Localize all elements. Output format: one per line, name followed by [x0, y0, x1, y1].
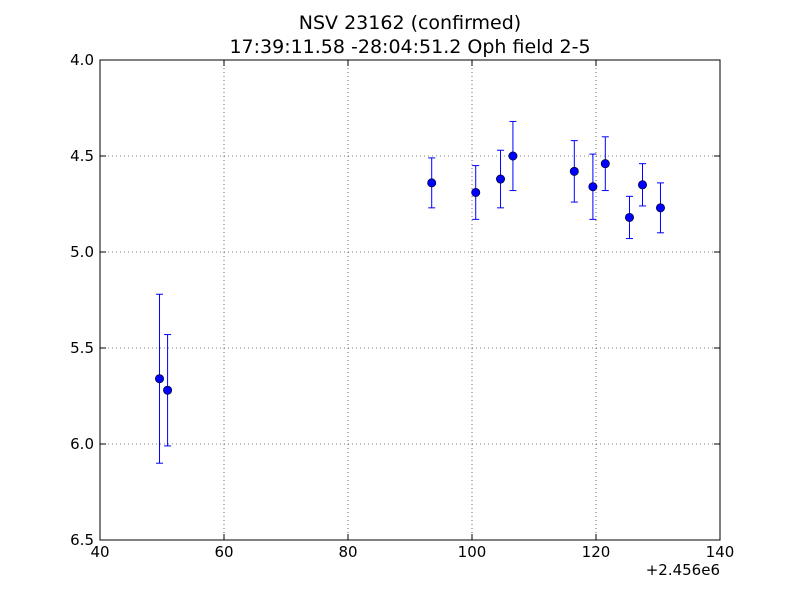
y-tick-label: 4.0	[70, 51, 94, 69]
data-point	[471, 187, 481, 197]
y-tick-label: 6.0	[70, 435, 94, 453]
y-tick-label: 5.5	[70, 339, 94, 357]
x-tick-label: 140	[706, 543, 735, 561]
data-point-group	[155, 293, 165, 464]
data-point-group	[427, 157, 437, 209]
data-point-group	[655, 182, 665, 234]
data-point	[427, 178, 437, 188]
data-point-group	[569, 140, 579, 203]
tick-labels: 40 60 80 100 120 140 4.0 4.5 5.0 5.5 6.0 6.5	[70, 51, 734, 561]
data-point	[624, 212, 634, 222]
chart-title: NSV 23162 (confirmed)	[299, 12, 521, 34]
data-point	[600, 159, 610, 169]
chart-subtitle: 17:39:11.58 -28:04:51.2 Oph field 2-5	[229, 36, 590, 58]
axis-ticks	[99, 59, 721, 541]
data-point	[508, 151, 518, 161]
x-tick-label: 100	[458, 543, 487, 561]
plot-frame	[99, 59, 721, 541]
x-tick-label: 120	[582, 543, 611, 561]
data-point-group	[471, 165, 481, 220]
y-tick-label: 5.0	[70, 243, 94, 261]
data-point-group	[496, 149, 506, 209]
grid-lines	[100, 60, 720, 540]
data-point	[655, 203, 665, 213]
data-series	[155, 120, 665, 464]
x-tick-label: 80	[338, 543, 357, 561]
data-point-group	[637, 163, 647, 207]
data-point-group	[163, 334, 173, 447]
y-tick-label: 4.5	[70, 147, 94, 165]
data-point-group	[508, 120, 518, 192]
data-point	[637, 180, 647, 190]
x-tick-label: 60	[214, 543, 233, 561]
x-tick-label: 40	[90, 543, 109, 561]
x-offset-label: +2.456e6	[646, 561, 720, 579]
data-point-group	[624, 195, 634, 240]
data-point	[496, 174, 506, 184]
data-point	[588, 182, 598, 192]
data-point	[155, 374, 165, 384]
y-tick-label: 6.5	[70, 531, 94, 549]
data-point	[163, 385, 173, 395]
data-point	[569, 166, 579, 176]
data-point-group	[600, 136, 610, 192]
data-point-group	[588, 153, 598, 220]
